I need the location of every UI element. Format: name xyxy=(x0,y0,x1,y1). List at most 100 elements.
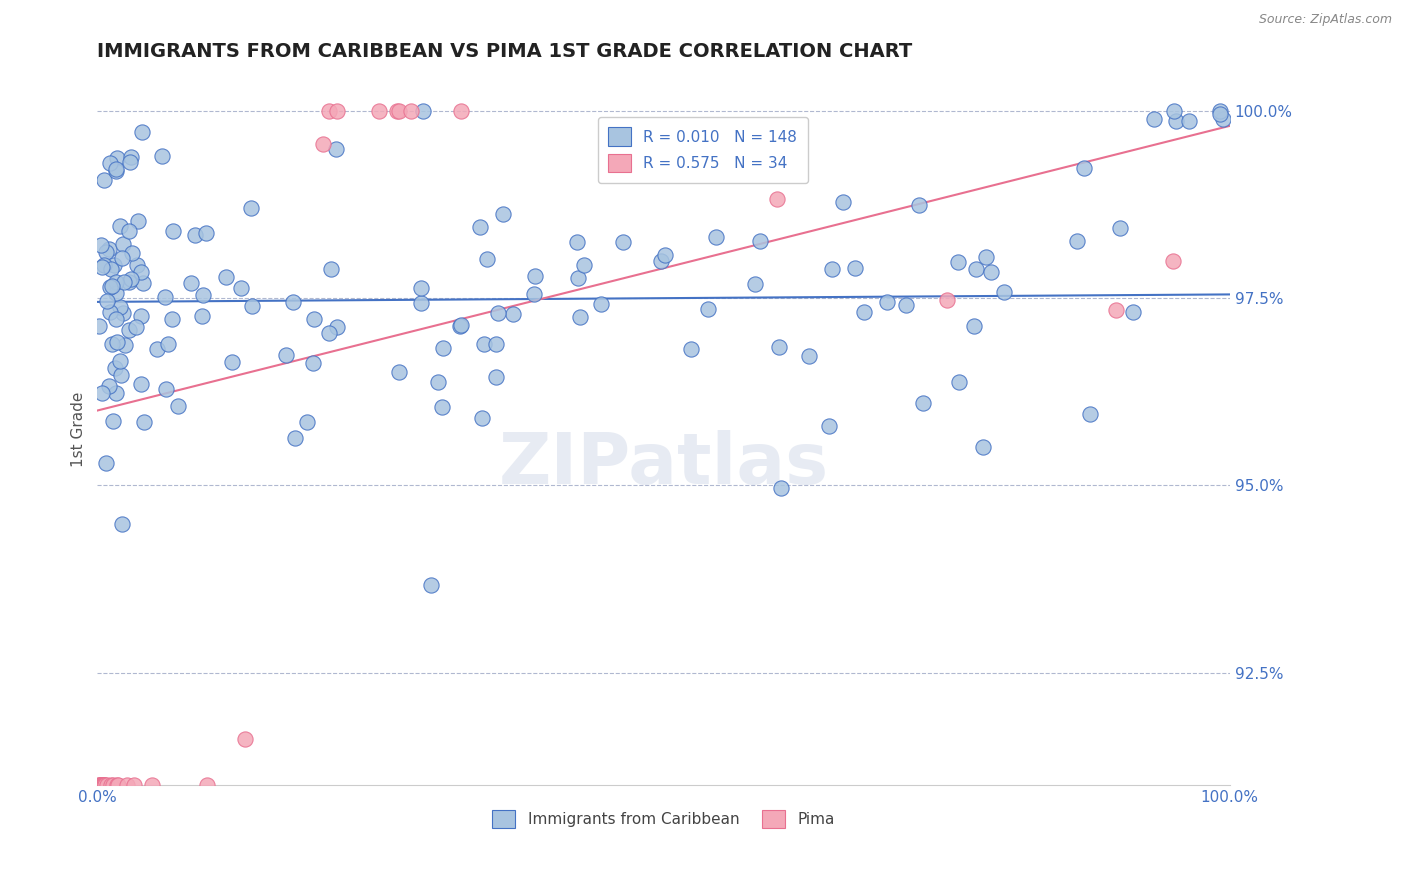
Point xyxy=(242,299,264,313)
Point xyxy=(100,336,122,351)
Point xyxy=(93,173,115,187)
Point xyxy=(110,300,132,314)
Point xyxy=(105,276,128,290)
Point xyxy=(87,778,110,792)
Point xyxy=(89,778,111,792)
Point xyxy=(935,293,957,307)
Point xyxy=(108,219,131,233)
Point xyxy=(93,778,115,792)
Point xyxy=(90,237,112,252)
Point xyxy=(468,219,491,234)
Point xyxy=(574,259,596,273)
Point xyxy=(105,386,128,401)
Point xyxy=(1163,103,1185,118)
Point xyxy=(132,415,155,429)
Point xyxy=(706,230,728,244)
Text: IMMIGRANTS FROM CARIBBEAN VS PIMA 1ST GRADE CORRELATION CHART: IMMIGRANTS FROM CARIBBEAN VS PIMA 1ST GR… xyxy=(97,42,912,61)
Point xyxy=(132,276,155,290)
Point xyxy=(325,143,347,157)
Point xyxy=(1143,112,1166,127)
Point xyxy=(697,301,720,316)
Point xyxy=(115,778,138,792)
Point xyxy=(180,277,202,291)
Point xyxy=(283,295,305,310)
Point xyxy=(820,261,842,276)
Point xyxy=(993,285,1015,299)
Point xyxy=(650,254,672,268)
Point xyxy=(844,261,866,276)
Point xyxy=(1109,220,1132,235)
Point xyxy=(295,415,318,429)
Point xyxy=(485,369,508,384)
Point xyxy=(105,163,128,178)
Point xyxy=(162,224,184,238)
Point xyxy=(157,336,180,351)
Point xyxy=(972,440,994,454)
Point xyxy=(1209,103,1232,118)
Point xyxy=(129,309,152,323)
Point xyxy=(1212,112,1234,126)
Point xyxy=(129,264,152,278)
Point xyxy=(1066,235,1088,249)
Point xyxy=(195,778,218,792)
Point xyxy=(409,281,432,295)
Point xyxy=(744,277,766,291)
Point xyxy=(450,318,472,332)
Point xyxy=(110,368,132,383)
Point xyxy=(472,336,495,351)
Point xyxy=(97,243,120,257)
Point xyxy=(120,272,142,286)
Point xyxy=(432,401,454,415)
Point xyxy=(96,294,118,309)
Point xyxy=(91,778,114,792)
Point xyxy=(876,294,898,309)
Text: ZIPatlas: ZIPatlas xyxy=(499,430,828,500)
Point xyxy=(412,103,434,118)
Point xyxy=(112,275,135,289)
Point xyxy=(96,778,118,792)
Point xyxy=(101,414,124,428)
Point xyxy=(103,258,125,272)
Point xyxy=(399,103,422,118)
Point xyxy=(131,125,153,139)
Text: Source: ZipAtlas.com: Source: ZipAtlas.com xyxy=(1258,13,1392,27)
Point xyxy=(91,778,114,792)
Point xyxy=(768,340,790,354)
Point xyxy=(90,778,112,792)
Point xyxy=(420,578,443,592)
Point xyxy=(118,275,141,289)
Point xyxy=(326,320,349,334)
Point xyxy=(105,335,128,350)
Point xyxy=(1122,305,1144,319)
Point xyxy=(980,265,1002,279)
Point xyxy=(104,361,127,376)
Point xyxy=(569,310,592,324)
Point xyxy=(125,319,148,334)
Point xyxy=(1078,407,1101,421)
Point xyxy=(894,298,917,312)
Point xyxy=(612,235,634,250)
Point xyxy=(591,297,613,311)
Point xyxy=(141,778,163,792)
Point xyxy=(107,778,129,792)
Point xyxy=(679,342,702,356)
Point xyxy=(98,379,121,393)
Point xyxy=(304,312,326,326)
Point xyxy=(486,306,509,320)
Point xyxy=(475,252,498,267)
Y-axis label: 1st Grade: 1st Grade xyxy=(72,392,86,467)
Point xyxy=(221,355,243,369)
Point xyxy=(449,319,471,334)
Point xyxy=(98,156,121,170)
Point xyxy=(101,778,124,792)
Point xyxy=(89,778,111,792)
Point xyxy=(129,377,152,392)
Point xyxy=(94,244,117,259)
Point xyxy=(155,290,177,304)
Point xyxy=(1161,254,1184,268)
Point xyxy=(150,148,173,162)
Point xyxy=(1209,107,1232,121)
Point xyxy=(427,376,450,390)
Point xyxy=(239,202,262,216)
Point xyxy=(492,207,515,221)
